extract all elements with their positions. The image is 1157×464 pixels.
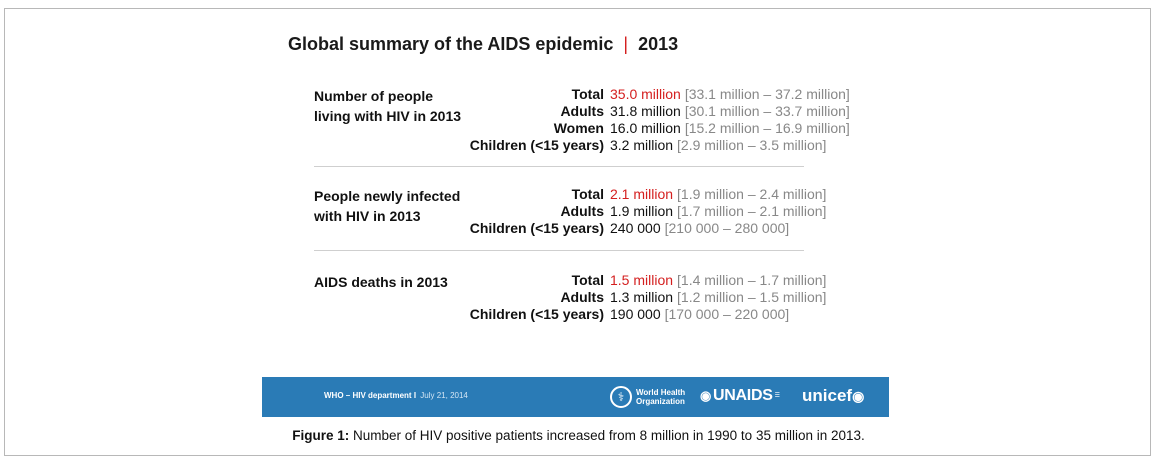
stat-rows: Total 2.1 million [1.9 million – 2.4 milli… (464, 186, 827, 237)
stat-row-total: Total 1.5 million [1.4 million – 1.7 milli… (464, 272, 827, 289)
stat-range: [33.1 million – 37.2 million] (684, 86, 850, 102)
banner-date: July 21, 2014 (420, 391, 468, 400)
unicef-globe-icon: ◉ (852, 388, 865, 404)
unaids-globe-icon: ◉ (700, 388, 712, 403)
stat-value: 190 000 (610, 306, 661, 322)
stat-range: [210 000 – 280 000] (664, 220, 790, 236)
stat-value: 2.1 million (610, 186, 674, 202)
footer-banner: WHO – HIV department I July 21, 2014 ⚕ W… (262, 377, 889, 417)
stat-value: 31.8 million (610, 103, 681, 119)
section-label: People newly infected with HIV in 2013 (314, 186, 484, 226)
stat-row-total: Total 35.0 million [33.1 million – 37.2 mi… (464, 86, 850, 103)
stat-row-adults: Adults 1.3 million [1.2 million – 1.5 mill… (464, 289, 826, 306)
section-label: AIDS deaths in 2013 (314, 272, 484, 292)
stat-range: [1.4 million – 1.7 million] (677, 272, 827, 288)
stat-range: [1.7 million – 2.1 million] (677, 203, 827, 219)
stat-range: [1.9 million – 2.4 million] (677, 186, 827, 202)
stat-range: [170 000 – 220 000] (664, 306, 790, 322)
who-logo-line1: World Health (636, 388, 686, 397)
stat-row-adults: Adults 31.8 million [30.1 million – 33.7 m… (464, 103, 850, 120)
stat-rows: Total 1.5 million [1.4 million – 1.7 milli… (464, 272, 827, 323)
unaids-logo: ◉ UNAIDS ☰ (700, 387, 780, 405)
stat-row-total: Total 2.1 million [1.9 million – 2.4 milli… (464, 186, 827, 203)
stat-row-adults: Adults 1.9 million [1.7 million – 2.1 mill… (464, 203, 826, 220)
who-logo-line2: Organization (636, 397, 685, 406)
who-emblem-icon: ⚕ (610, 386, 632, 408)
stat-value: 16.0 million (610, 120, 681, 136)
stat-value: 1.5 million (610, 272, 674, 288)
stat-category: Women (553, 120, 604, 136)
stat-value: 1.3 million (610, 289, 674, 305)
unaids-logo-text: UNAIDS (713, 387, 773, 404)
stat-category: Adults (560, 203, 604, 219)
banner-source-divider: I (413, 391, 417, 400)
who-logo: ⚕ World Health Organization (610, 386, 685, 408)
unicef-logo-text: unicef (802, 386, 853, 405)
figure-title: Global summary of the AIDS epidemic | 2013 (288, 34, 678, 55)
stat-category: Total (571, 272, 604, 288)
section-divider (314, 250, 804, 251)
section-label: Number of people living with HIV in 2013 (314, 86, 484, 126)
caption-label: Figure 1: (292, 428, 350, 443)
section-label-line1: People newly infected (314, 188, 461, 204)
stat-value: 240 000 (610, 220, 661, 236)
section-label-line1: Number of people (314, 88, 434, 104)
stat-category: Adults (560, 103, 604, 119)
stat-range: [30.1 million – 33.7 million] (684, 103, 850, 119)
stat-row-children: Children (<15 years) 240 000 [210 000 – 28… (464, 220, 826, 237)
figure-caption: Figure 1: Number of HIV positive patient… (0, 428, 1157, 443)
caption-text: Number of HIV positive patients increase… (353, 428, 865, 443)
title-separator: | (623, 34, 629, 54)
stat-range: [2.9 million – 3.5 million] (677, 137, 827, 153)
stat-range: [1.2 million – 1.5 million] (677, 289, 827, 305)
stat-row-women: Women 16.0 million [15.2 million – 16.9 mi… (464, 120, 850, 137)
stat-row-children: Children (<15 years) 190 000 [170 000 – 22… (464, 306, 826, 323)
section-label-line1: AIDS deaths in 2013 (314, 274, 448, 290)
banner-source-text: WHO – HIV department (324, 391, 412, 400)
stat-value: 3.2 million (610, 137, 674, 153)
banner-source: WHO – HIV department I July 21, 2014 (324, 391, 468, 400)
stat-category: Children (<15 years) (469, 137, 604, 153)
stat-category: Adults (560, 289, 604, 305)
section-label-line2: with HIV in 2013 (314, 208, 421, 224)
stat-value: 35.0 million (610, 86, 681, 102)
section-label-line2: living with HIV in 2013 (314, 108, 462, 124)
stat-category: Children (<15 years) (469, 220, 604, 236)
stat-row-children: Children (<15 years) 3.2 million [2.9 mill… (464, 137, 850, 154)
title-main: Global summary of the AIDS epidemic (288, 34, 614, 54)
stat-category: Children (<15 years) (469, 306, 604, 322)
unaids-stripes-icon: ☰ (774, 393, 780, 400)
stat-value: 1.9 million (610, 203, 674, 219)
stat-category: Total (571, 186, 604, 202)
stat-range: [15.2 million – 16.9 million] (684, 120, 850, 136)
section-divider (314, 166, 804, 167)
stat-category: Total (571, 86, 604, 102)
stat-rows: Total 35.0 million [33.1 million – 37.2 mi… (464, 86, 850, 154)
unicef-logo: unicef◉ (802, 386, 864, 406)
title-year: 2013 (638, 34, 679, 54)
